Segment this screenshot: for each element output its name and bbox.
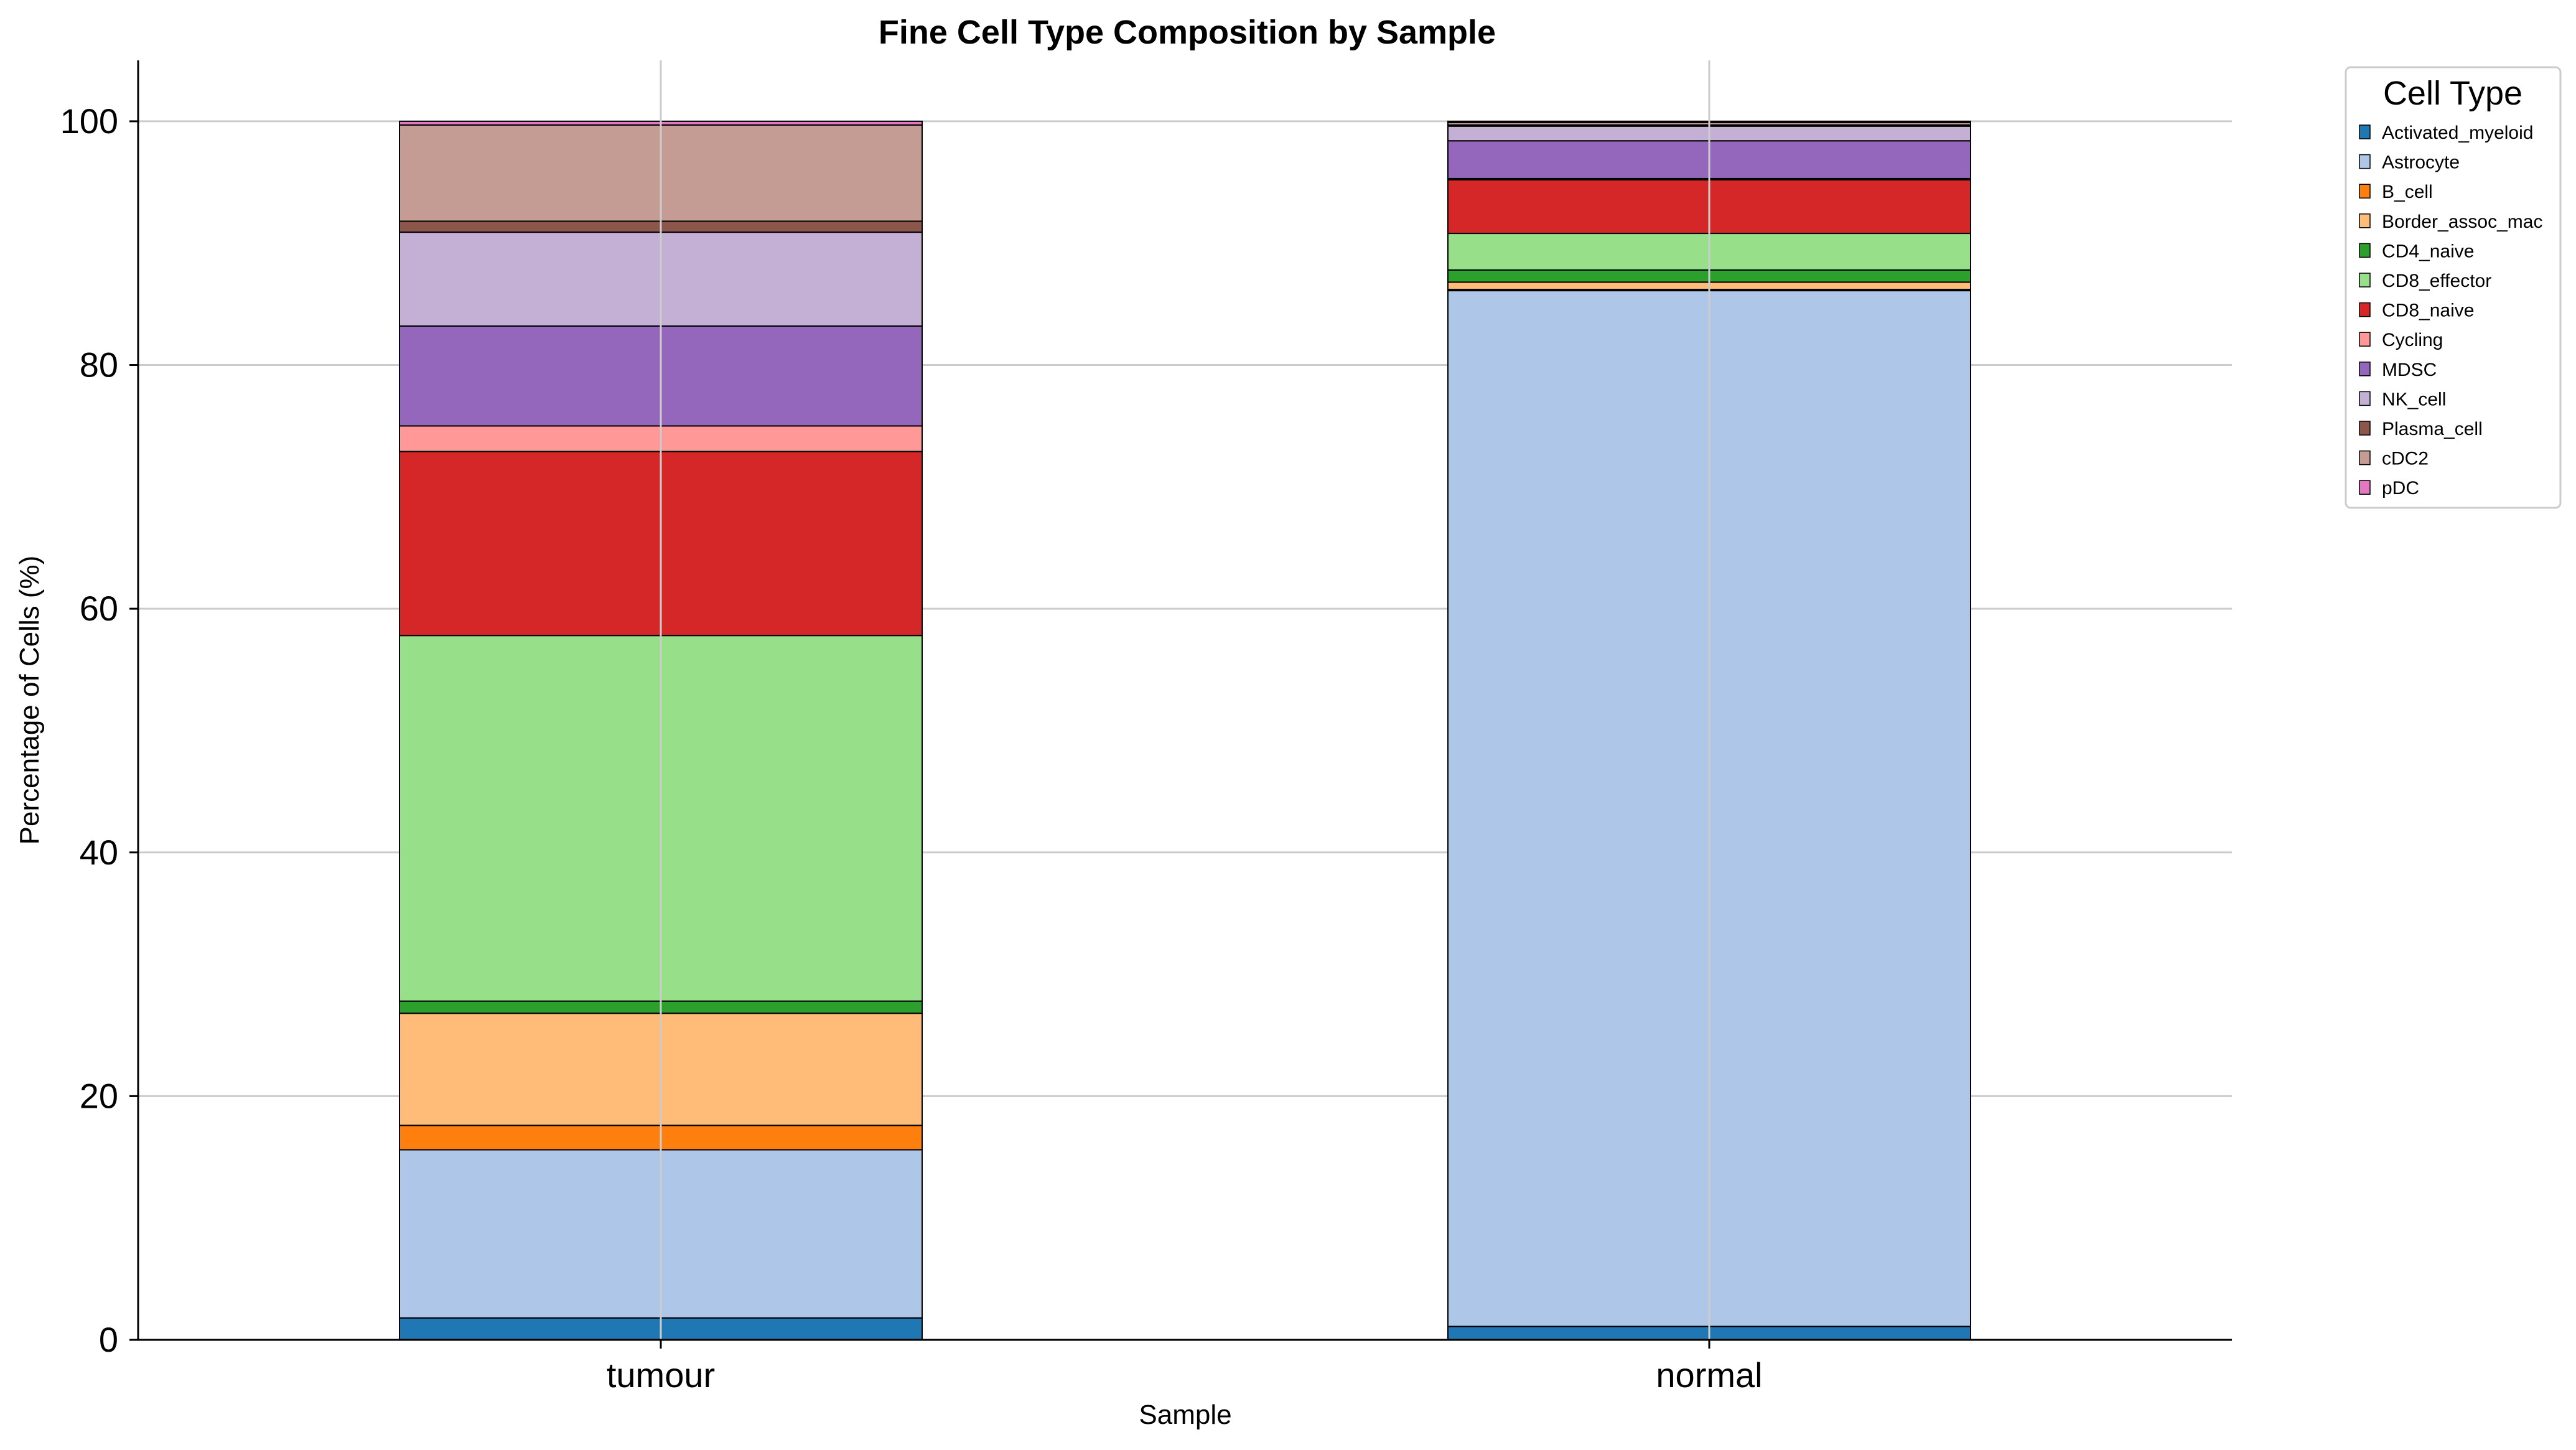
vertical-gridlines — [660, 60, 1710, 1340]
legend-swatch — [2359, 213, 2371, 228]
legend-swatch — [2359, 362, 2371, 377]
legend-label: CD8_effector — [2382, 271, 2491, 291]
bars-layer — [399, 120, 1971, 1341]
legend-label: B_cell — [2382, 182, 2433, 202]
x-tick-label: tumour — [607, 1355, 715, 1395]
x-tick-label: normal — [1656, 1355, 1762, 1395]
legend-label: Plasma_cell — [2382, 419, 2483, 439]
y-tick-label: 80 — [80, 345, 118, 385]
chart-title: Fine Cell Type Composition by Sample — [879, 14, 1496, 51]
legend-label: pDC — [2382, 478, 2419, 498]
legend-swatch — [2359, 154, 2371, 169]
legend-swatch — [2359, 450, 2371, 465]
legend-label: Activated_myeloid — [2382, 123, 2533, 143]
legend-swatch — [2359, 332, 2371, 347]
legend-swatch — [2359, 184, 2371, 199]
y-tick-label: 40 — [80, 833, 118, 872]
y-tick-label: 100 — [60, 101, 118, 141]
legend-label: Cycling — [2382, 330, 2443, 350]
legend-label: NK_cell — [2382, 389, 2446, 409]
legend-swatch — [2359, 302, 2371, 317]
axes — [137, 60, 2232, 1341]
legend-swatch — [2359, 243, 2371, 258]
legend: Cell Type Activated_myeloid Astrocyte B_ce… — [2345, 66, 2562, 509]
legend-items: Activated_myeloid Astrocyte B_cell Border_a… — [2359, 123, 2542, 498]
x-axis-label: Sample — [1139, 1400, 1231, 1430]
legend-swatch — [2359, 273, 2371, 288]
y-ticks: 0 20 40 60 80 100 — [60, 101, 138, 1359]
legend-title: Cell Type — [2383, 75, 2522, 112]
legend-swatch — [2359, 391, 2371, 406]
y-tick-label: 0 — [99, 1320, 118, 1359]
legend-label: Border_assoc_mac — [2382, 212, 2542, 232]
y-tick-label: 60 — [80, 589, 118, 628]
legend-swatch — [2359, 124, 2371, 139]
legend-swatch — [2359, 421, 2371, 436]
legend-label: Astrocyte — [2382, 152, 2460, 173]
legend-label: MDSC — [2382, 360, 2437, 380]
legend-label: CD4_naive — [2382, 241, 2474, 261]
legend-swatch — [2359, 480, 2371, 495]
legend-frame — [2345, 66, 2562, 509]
y-tick-label: 20 — [80, 1076, 118, 1115]
x-ticks: tumour normal — [607, 1340, 1763, 1395]
legend-label: CD8_naive — [2382, 301, 2474, 321]
legend-label: cDC2 — [2382, 449, 2429, 469]
y-axis-label: Percentage of Cells (%) — [14, 556, 45, 845]
